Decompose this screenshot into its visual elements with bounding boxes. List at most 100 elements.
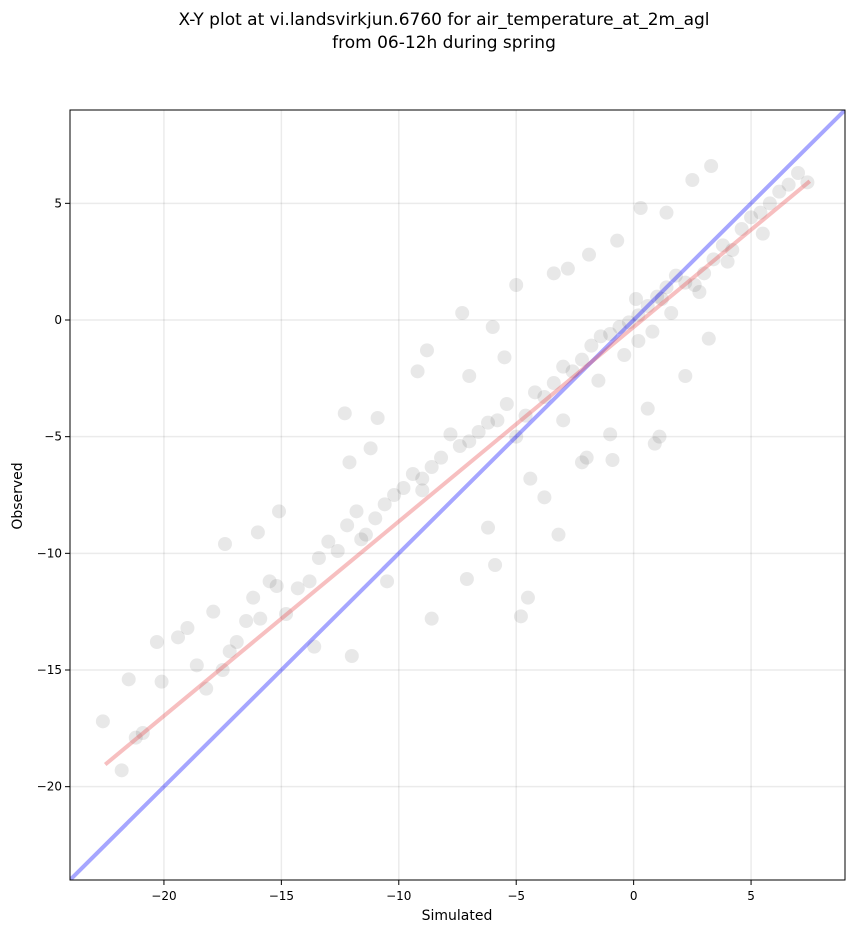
scatter-point	[744, 210, 759, 225]
scatter-point	[668, 268, 683, 283]
scatter-point	[591, 373, 606, 388]
scatter-point	[337, 406, 352, 421]
scatter-point	[370, 411, 385, 425]
scatter-point	[424, 460, 439, 474]
scatter-point	[253, 611, 268, 626]
y-tick-label: 5	[54, 196, 62, 210]
scatter-point	[678, 369, 693, 383]
scatter-point	[800, 175, 815, 190]
scatter-point	[171, 630, 186, 645]
scatter-point	[574, 455, 589, 470]
scatter-point	[490, 413, 505, 428]
scatter-point	[499, 397, 514, 411]
scatter-point	[419, 343, 434, 358]
y-tick-label: −20	[37, 780, 62, 794]
scatter-point	[377, 497, 392, 512]
scatter-point	[659, 280, 674, 295]
scatter-point	[556, 413, 571, 428]
scatter-point	[706, 252, 721, 267]
x-tick-label: 0	[630, 889, 638, 903]
scatter-point	[218, 537, 232, 551]
scatter-point	[612, 320, 627, 334]
scatter-point	[415, 471, 430, 486]
scatter-point	[633, 201, 648, 215]
scatter-point	[149, 635, 164, 649]
scatter-point	[791, 166, 806, 180]
scatter-point	[645, 324, 660, 339]
scatter-point	[664, 306, 679, 320]
scatter-point	[95, 714, 110, 729]
scatter-point	[387, 488, 402, 502]
scatter-point	[715, 238, 730, 253]
scatter-point	[497, 350, 512, 365]
scatter-point	[610, 233, 625, 248]
scatter-point	[725, 243, 740, 257]
grid-lines	[70, 110, 845, 880]
y-tick-label: 0	[54, 313, 62, 327]
scatter-point	[640, 299, 655, 313]
scatter-point	[537, 390, 552, 404]
scatter-point	[272, 504, 287, 519]
scatter-point	[762, 196, 777, 211]
scatter-point	[239, 614, 254, 628]
plot-frame	[69, 109, 846, 881]
scatter-point	[546, 266, 561, 281]
scatter-point	[279, 607, 294, 621]
scatter-point	[556, 359, 571, 374]
scatter-point	[734, 222, 749, 236]
scatter-point	[354, 532, 369, 547]
scatter-point	[330, 544, 345, 558]
scatter-point	[302, 574, 317, 589]
scatter-point	[631, 308, 646, 323]
y-tick-label: −10	[37, 546, 62, 560]
scatter-point	[415, 483, 430, 498]
fit-line	[103, 179, 812, 767]
scatter-point	[128, 730, 143, 745]
scatter-point	[380, 574, 395, 589]
scatter-point	[424, 611, 439, 626]
scatter-point	[459, 572, 474, 586]
x-tick-label: −10	[386, 889, 411, 903]
scatter-point	[443, 427, 458, 442]
scatter-point	[199, 681, 214, 696]
scatter-point	[405, 467, 420, 481]
scatter-point	[311, 551, 326, 565]
scatter-point	[455, 306, 470, 320]
scatter-point	[605, 453, 620, 467]
scatter-point	[481, 415, 496, 430]
scatter-point	[603, 327, 618, 341]
scatter-point	[621, 315, 636, 330]
chart-title-line-1: X-Y plot at vi.landsvirkjun.6760 for air…	[178, 10, 709, 30]
scatter-point	[685, 173, 700, 187]
scatter-point	[520, 590, 535, 605]
scatter-point	[659, 205, 674, 220]
y-ticks: −20 −15 −10 −5 0 5	[37, 196, 70, 794]
scatter-points	[95, 159, 815, 778]
scatter-point	[628, 292, 643, 306]
scatter-point	[509, 278, 524, 292]
scatter-point	[647, 436, 662, 451]
scatter-point	[246, 590, 261, 605]
scatter-point	[452, 439, 467, 453]
scatter-point	[180, 621, 195, 635]
scatter-point	[551, 527, 566, 542]
scatter-point	[537, 490, 552, 505]
scatter-point	[154, 674, 169, 689]
scatter-point	[753, 205, 768, 220]
scatter-point	[560, 261, 575, 276]
scatter-point	[462, 434, 477, 449]
scatter-point	[513, 609, 528, 624]
y-tick-label: −5	[44, 430, 62, 444]
scatter-point	[410, 364, 425, 379]
scatter-point	[262, 574, 277, 589]
one-to-one-line	[70, 110, 845, 880]
scatter-point	[687, 278, 702, 292]
scatter-point	[509, 429, 524, 444]
scatter-point	[250, 525, 265, 540]
scatter-point	[434, 450, 449, 465]
x-tick-label: −5	[507, 889, 525, 903]
scatter-point	[342, 455, 357, 470]
scatter-point	[229, 635, 244, 649]
scatter-point	[755, 226, 770, 241]
